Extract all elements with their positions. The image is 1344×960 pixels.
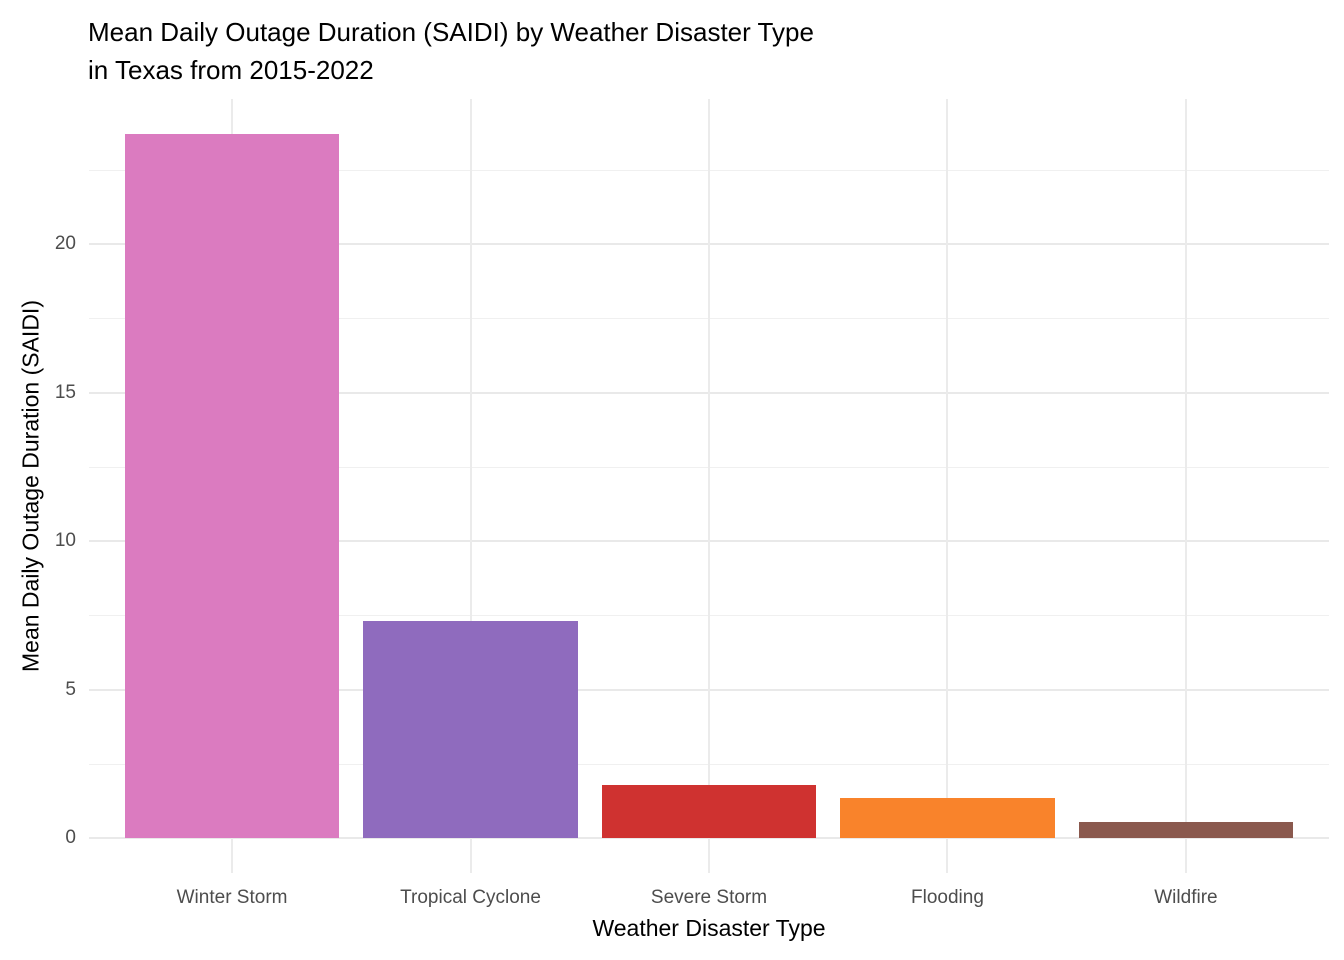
x-tick-label-flooding: Flooding	[911, 887, 984, 908]
bar-tropical-cyclone	[363, 621, 578, 838]
x-tick-label-tropical-cyclone: Tropical Cyclone	[400, 887, 541, 908]
bar-winter-storm	[124, 134, 340, 838]
bar-wildfire	[1078, 821, 1294, 838]
x-tick-label-severe-storm: Severe Storm	[650, 887, 768, 908]
plot-title: Mean Daily Outage Duration (SAIDI) by We…	[88, 13, 814, 89]
vertical-gridline-2	[708, 99, 710, 873]
plot-title-line-1: Mean Daily Outage Duration (SAIDI) by We…	[88, 17, 814, 47]
x-tick-label-wildfire: Wildfire	[1154, 887, 1218, 908]
y-axis-title: Mean Daily Outage Duration (SAIDI)	[17, 300, 44, 672]
y-tick-label-15: 15	[54, 381, 76, 403]
plot-panel	[89, 99, 1329, 873]
vertical-gridline-3	[946, 99, 949, 873]
vertical-gridline-4	[1184, 99, 1187, 873]
y-tick-label-5: 5	[65, 678, 76, 700]
y-tick-label-10: 10	[54, 530, 76, 551]
x-axis-title: Weather Disaster Type	[592, 915, 826, 941]
x-tick-label-winter-storm: Winter Storm	[176, 887, 288, 908]
vertical-gridline-1	[469, 99, 472, 873]
y-tick-label-0: 0	[65, 827, 76, 848]
plot-title-line-2: in Texas from 2015-2022	[88, 55, 374, 85]
y-tick-label-20: 20	[54, 233, 76, 254]
bar-severe-storm	[601, 784, 817, 838]
bar-flooding	[840, 797, 1055, 838]
